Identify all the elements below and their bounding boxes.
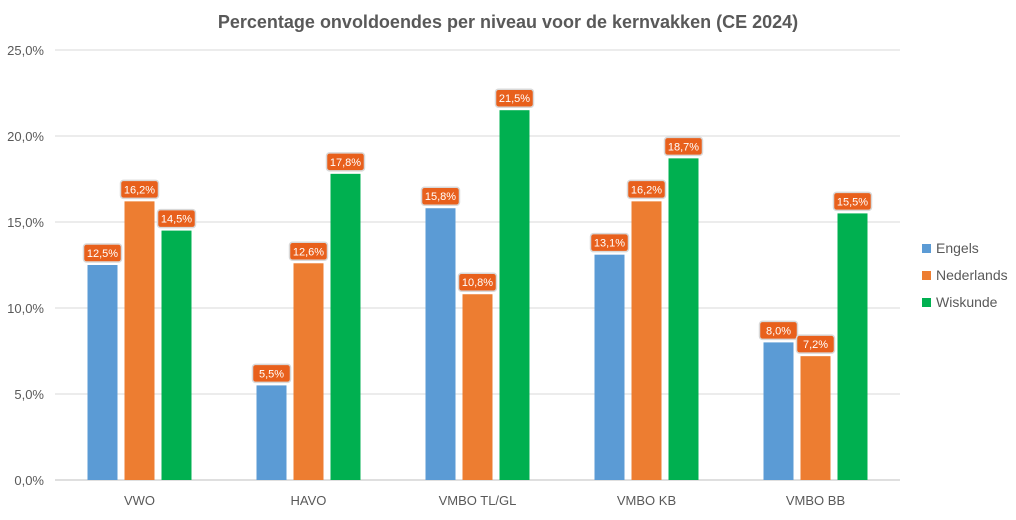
- legend-swatch: [922, 271, 931, 280]
- y-tick-label: 25,0%: [7, 43, 44, 58]
- x-tick-label: HAVO: [291, 493, 327, 508]
- legend-swatch: [922, 244, 931, 253]
- data-label: 14,5%: [156, 208, 197, 229]
- svg-text:12,6%: 12,6%: [293, 246, 324, 258]
- data-label: 21,5%: [494, 88, 535, 108]
- svg-text:Engels: Engels: [936, 240, 979, 256]
- bar-wiskunde: [837, 213, 868, 480]
- bar-wiskunde: [499, 110, 530, 480]
- svg-text:Nederlands: Nederlands: [936, 267, 1008, 283]
- data-label: 7,2%: [795, 334, 836, 354]
- data-label: 15,8%: [420, 186, 461, 206]
- svg-text:10,8%: 10,8%: [462, 277, 493, 289]
- svg-text:5,5%: 5,5%: [259, 368, 284, 380]
- svg-text:13,1%: 13,1%: [594, 238, 625, 250]
- svg-text:15,5%: 15,5%: [837, 196, 868, 208]
- bar-engels: [763, 342, 794, 480]
- bar-nederlands: [124, 201, 155, 481]
- chart-title: Percentage onvoldoendes per niveau voor …: [218, 12, 798, 32]
- bar-engels: [87, 265, 118, 480]
- svg-text:12,5%: 12,5%: [87, 248, 118, 260]
- bar-wiskunde: [668, 158, 699, 481]
- y-tick-label: 10,0%: [7, 301, 44, 316]
- x-tick-label: VMBO KB: [617, 493, 676, 508]
- bar-wiskunde: [330, 173, 361, 480]
- bar-engels: [425, 208, 456, 481]
- svg-text:16,2%: 16,2%: [124, 184, 155, 196]
- data-label: 15,5%: [832, 191, 873, 212]
- bar-nederlands: [800, 356, 831, 480]
- y-tick-label: 20,0%: [7, 129, 44, 144]
- bar-nederlands: [293, 263, 324, 480]
- svg-text:18,7%: 18,7%: [668, 141, 699, 153]
- data-label: 17,8%: [325, 152, 366, 172]
- y-tick-label: 5,0%: [14, 387, 44, 402]
- y-tick-label: 0,0%: [14, 473, 44, 488]
- svg-text:21,5%: 21,5%: [499, 93, 530, 105]
- svg-text:16,2%: 16,2%: [631, 184, 662, 196]
- svg-text:8,0%: 8,0%: [766, 325, 791, 337]
- y-tick-label: 15,0%: [7, 215, 44, 230]
- data-label: 18,7%: [663, 136, 704, 157]
- x-tick-label: VMBO BB: [786, 493, 845, 508]
- svg-text:15,8%: 15,8%: [425, 191, 456, 203]
- data-label: 10,8%: [457, 272, 498, 292]
- bar-engels: [594, 254, 625, 480]
- bar-wiskunde: [161, 230, 192, 480]
- svg-text:Wiskunde: Wiskunde: [936, 294, 998, 310]
- legend-item-nederlands: Nederlands: [922, 267, 1008, 283]
- svg-text:17,8%: 17,8%: [330, 157, 361, 169]
- bar-nederlands: [462, 294, 493, 480]
- data-label: 8,0%: [758, 320, 799, 341]
- legend-swatch: [922, 298, 931, 307]
- data-label: 16,2%: [626, 179, 667, 200]
- data-label: 5,5%: [251, 363, 292, 384]
- svg-text:14,5%: 14,5%: [161, 214, 192, 226]
- data-label: 12,6%: [288, 241, 329, 262]
- bar-engels: [256, 385, 287, 480]
- data-label: 13,1%: [589, 232, 630, 253]
- legend-item-engels: Engels: [922, 240, 979, 256]
- svg-text:7,2%: 7,2%: [803, 339, 828, 351]
- data-label: 12,5%: [82, 243, 123, 263]
- x-tick-label: VWO: [124, 493, 155, 508]
- bar-nederlands: [631, 201, 662, 481]
- data-label: 16,2%: [119, 179, 160, 200]
- legend-item-wiskunde: Wiskunde: [922, 294, 998, 310]
- x-tick-label: VMBO TL/GL: [439, 493, 517, 508]
